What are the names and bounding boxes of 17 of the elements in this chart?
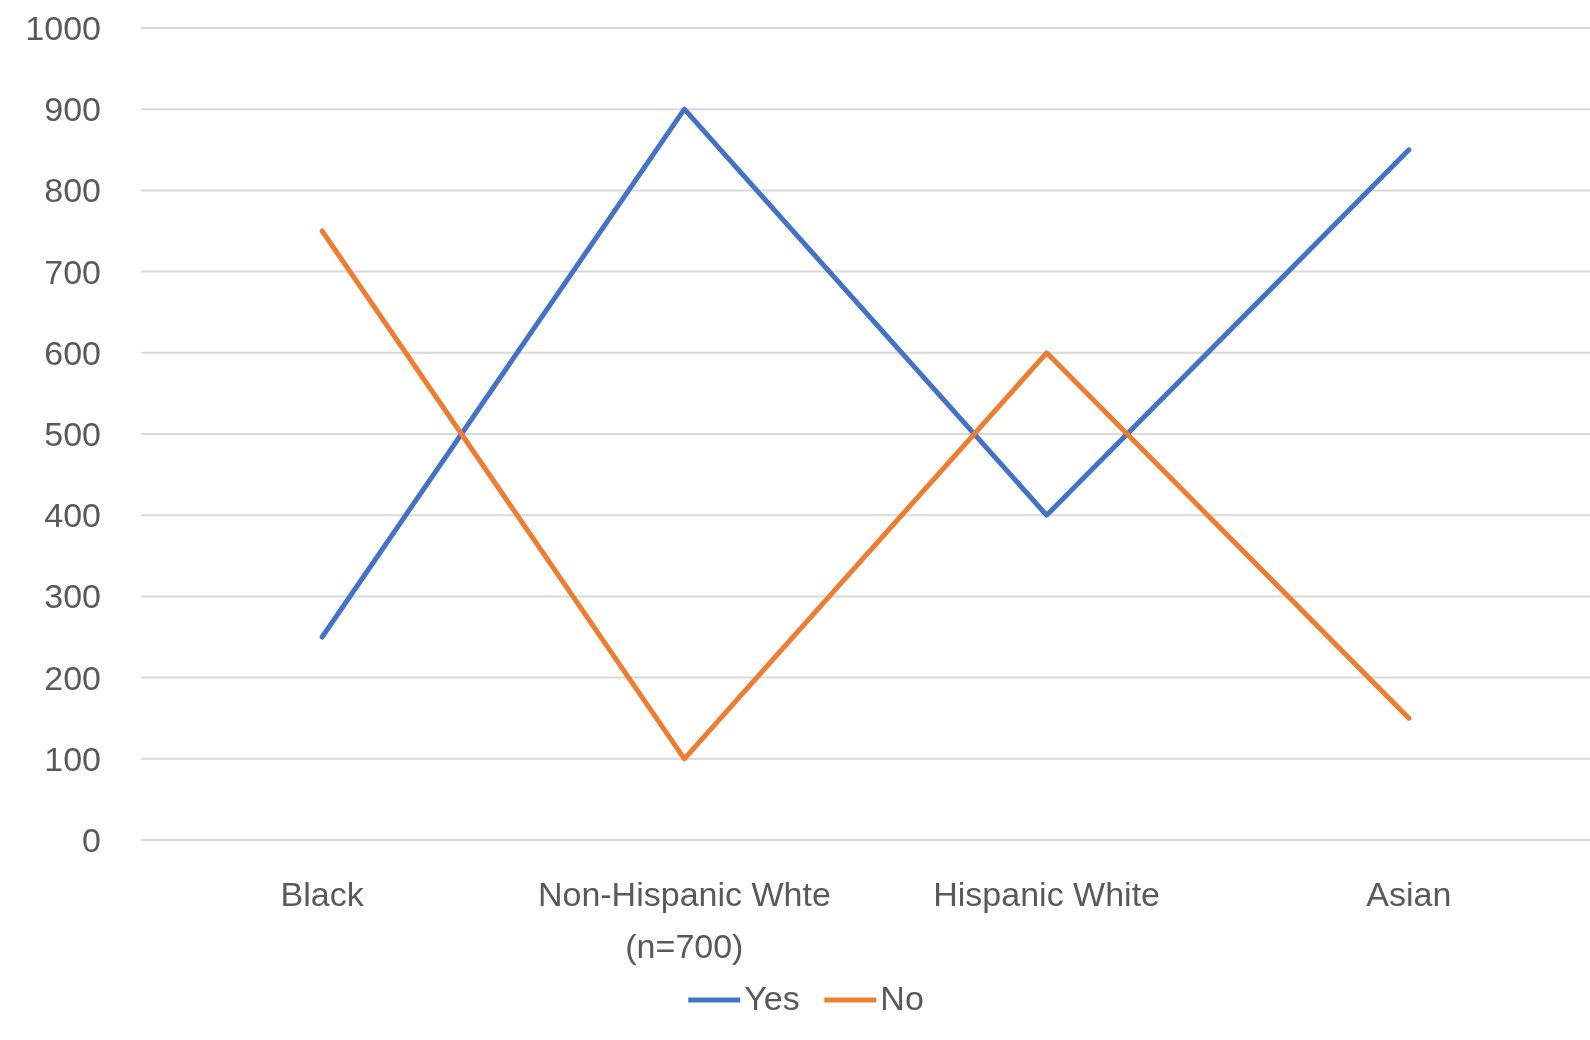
y-tick-label: 600: [44, 333, 101, 372]
y-tick-label: 0: [82, 820, 101, 859]
x-tick-label: Non-Hispanic Whte (n=700): [537, 875, 831, 965]
y-tick-label: 300: [44, 577, 101, 616]
x-tick-label: Asian: [1366, 875, 1452, 913]
y-tick-label: 900: [44, 90, 101, 129]
y-tick-label: 200: [44, 658, 101, 697]
x-tick-label: Black: [280, 875, 365, 913]
legend-label: Yes: [744, 979, 800, 1017]
y-tick-label: 500: [44, 414, 101, 453]
y-tick-label: 100: [44, 739, 101, 778]
y-tick-label: 800: [44, 171, 101, 210]
y-tick-label: 1000: [25, 8, 101, 47]
y-tick-label: 400: [44, 496, 101, 535]
x-tick-label: Hispanic White: [933, 875, 1160, 913]
legend-label: No: [880, 979, 924, 1017]
y-tick-label: 700: [44, 252, 101, 291]
